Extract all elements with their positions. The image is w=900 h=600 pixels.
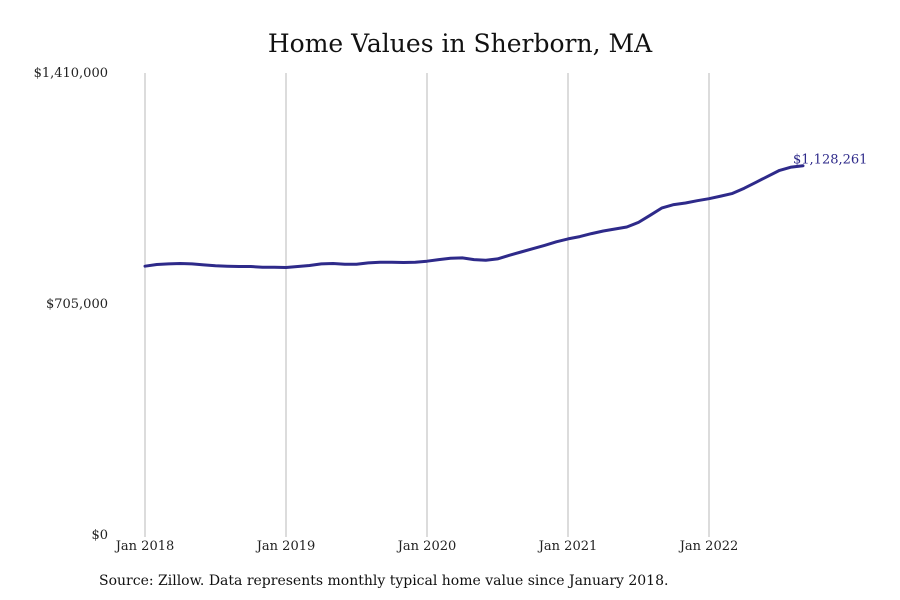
x-tick-label-jan-2022: Jan 2022	[678, 539, 739, 554]
x-tick-label-jan-2021: Jan 2021	[537, 539, 598, 554]
y-tick-label-max: $1,410,000	[34, 66, 108, 81]
home-value-line	[143, 164, 805, 269]
x-tick-label-jan-2020: Jan 2020	[396, 539, 457, 554]
x-axis-tick-labels: Jan 2018 Jan 2019 Jan 2020 Jan 2021 Jan …	[114, 539, 739, 554]
source-note: Source: Zillow. Data represents monthly …	[99, 573, 668, 589]
y-tick-label-mid: $705,000	[46, 297, 108, 312]
chart-title: Home Values in Sherborn, MA	[268, 29, 653, 58]
latest-value-label: $1,128,261	[793, 153, 867, 168]
x-tick-label-jan-2019: Jan 2019	[255, 539, 316, 554]
y-axis-tick-labels: $1,410,000 $705,000 $0	[34, 66, 108, 543]
y-tick-label-zero: $0	[91, 528, 108, 543]
grid-lines	[144, 73, 710, 537]
x-tick-label-jan-2018: Jan 2018	[114, 539, 175, 554]
